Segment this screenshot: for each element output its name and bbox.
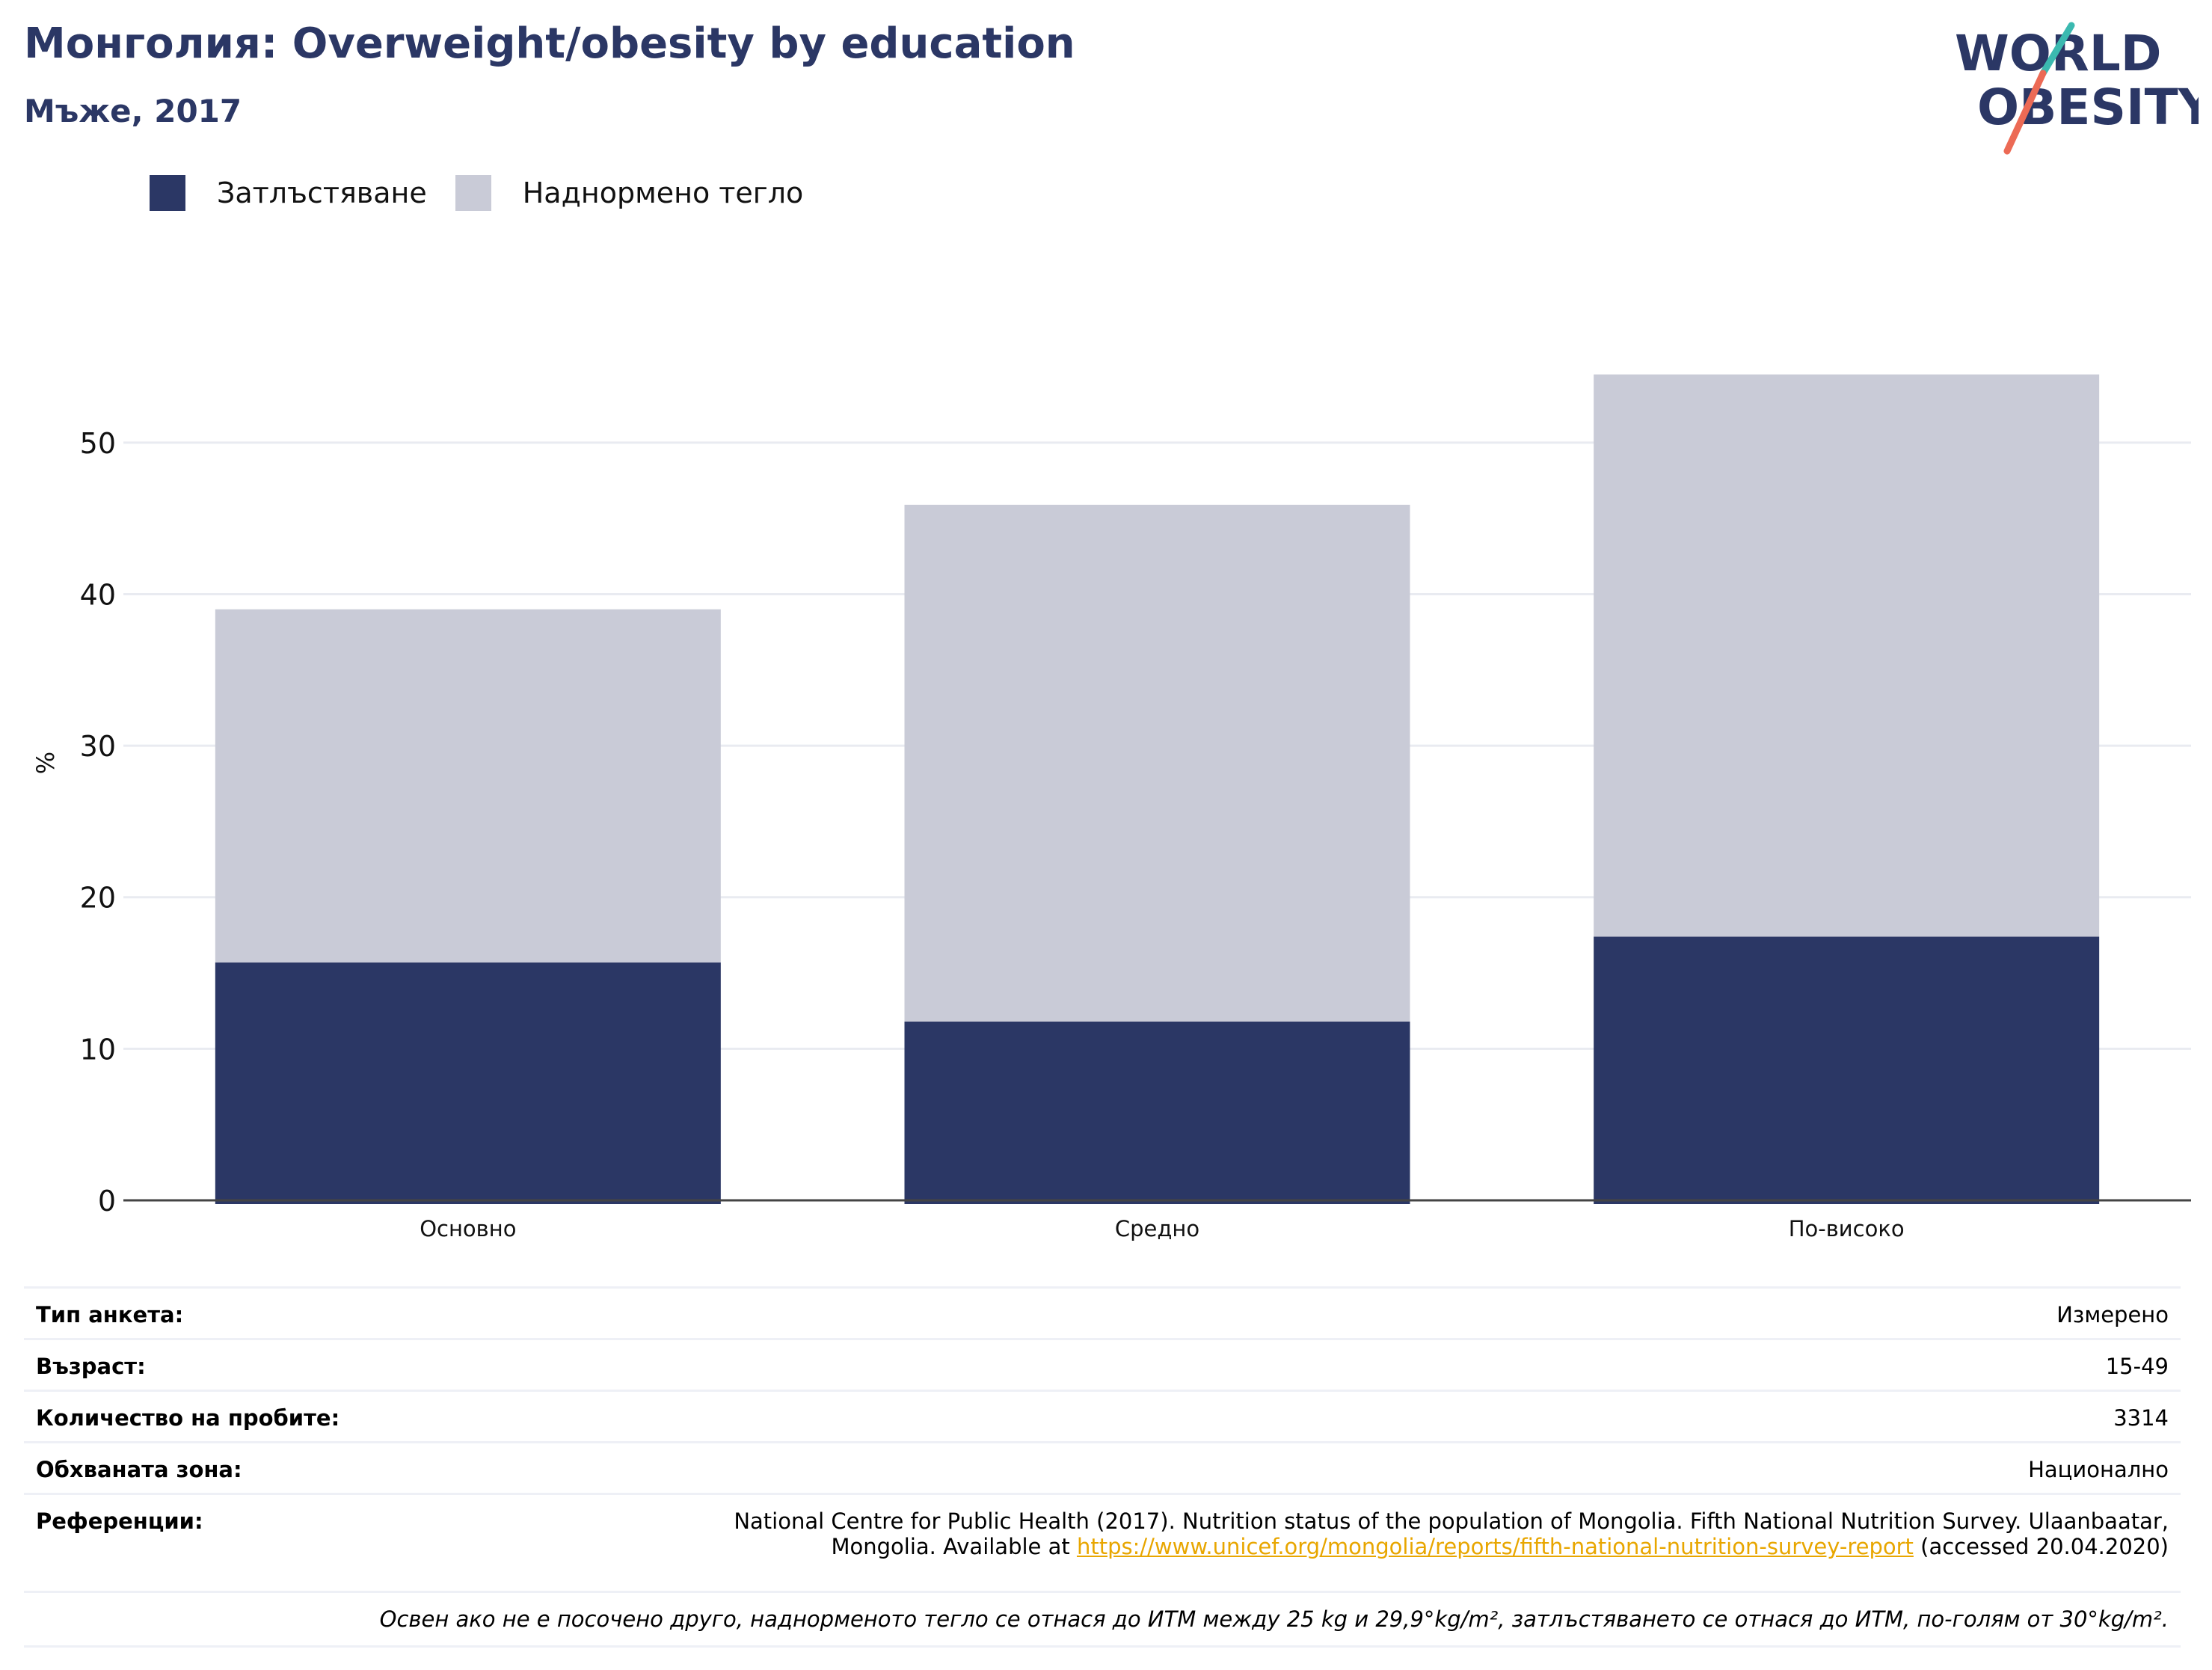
sample-size-label: Количество на пробите: (36, 1405, 340, 1431)
references-label: Референции: (36, 1508, 203, 1534)
chart-subtitle: Мъже, 2017 (24, 93, 242, 129)
legend-label-obesity: Затлъстяване (217, 176, 427, 209)
info-row-age: Възраст: 15-49 (24, 1338, 2181, 1390)
references-line-2: Mongolia. Available at https://www.unice… (734, 1534, 2169, 1559)
y-tick-label: 40 (80, 578, 116, 611)
age-value: 15-49 (2105, 1354, 2169, 1379)
survey-info-table: Тип анкета: Измерено Възраст: 15-49 Коли… (24, 1286, 2181, 1648)
logo-word-obesity: OBESITY (1977, 79, 2199, 136)
bar-overweight (1594, 374, 2100, 937)
bar-overweight (904, 504, 1410, 1022)
y-tick-label: 0 (98, 1185, 116, 1218)
references-line-1: National Centre for Public Health (2017)… (734, 1508, 2169, 1534)
legend-item-overweight[interactable]: Наднормено тегло (455, 175, 804, 211)
bar-overweight (215, 609, 721, 963)
area-label: Обхваната зона: (36, 1457, 242, 1482)
area-value: Национално (2028, 1457, 2169, 1482)
references-suffix: (accessed 20.04.2020) (1913, 1534, 2169, 1559)
legend-label-overweight: Наднормено тегло (522, 176, 804, 209)
survey-type-label: Тип анкета: (36, 1302, 184, 1327)
legend-item-obesity[interactable]: Затлъстяване (150, 175, 427, 211)
x-tick-label: Средно (1115, 1216, 1199, 1241)
sample-size-value: 3314 (2113, 1405, 2169, 1431)
definition-note: Освен ако не е посочено друго, наднормен… (24, 1591, 2181, 1648)
info-row-sample-size: Количество на пробите: 3314 (24, 1390, 2181, 1441)
x-tick-label: По-високо (1789, 1216, 1905, 1241)
legend: Затлъстяване Наднормено тегло (150, 172, 832, 214)
bar-obesity (215, 962, 721, 1204)
logo-slash-coral (2003, 70, 2047, 155)
legend-swatch-overweight (455, 175, 491, 211)
world-obesity-logo: WORLD OBESITY (1955, 22, 2199, 155)
references-value: National Centre for Public Health (2017)… (734, 1508, 2169, 1559)
legend-swatch-obesity (150, 175, 185, 211)
chart-title: Монголия: Overweight/obesity by educatio… (24, 19, 1075, 68)
logo-slash-teal (2039, 22, 2075, 77)
survey-type-value: Измерено (2056, 1302, 2169, 1327)
y-tick-label: 10 (80, 1033, 116, 1066)
y-axis-label: % (31, 752, 60, 774)
info-row-area: Обхваната зона: Национално (24, 1441, 2181, 1493)
y-tick-label: 30 (80, 730, 116, 763)
age-label: Възраст: (36, 1354, 146, 1379)
y-tick-label: 20 (80, 882, 116, 915)
bar-obesity (904, 1021, 1410, 1204)
info-row-survey-type: Тип анкета: Измерено (24, 1286, 2181, 1338)
references-link[interactable]: https://www.unicef.org/mongolia/reports/… (1076, 1534, 1914, 1559)
bar-obesity (1594, 936, 2100, 1204)
references-prefix: Mongolia. Available at (831, 1534, 1077, 1559)
y-tick-label: 50 (80, 427, 116, 460)
info-row-references: Референции: National Centre for Public H… (24, 1493, 2181, 1591)
stacked-bar-chart: 0 10 20 30 40 50% Основно Средно По-високо (31, 374, 2191, 1241)
x-tick-label: Основно (420, 1216, 516, 1241)
